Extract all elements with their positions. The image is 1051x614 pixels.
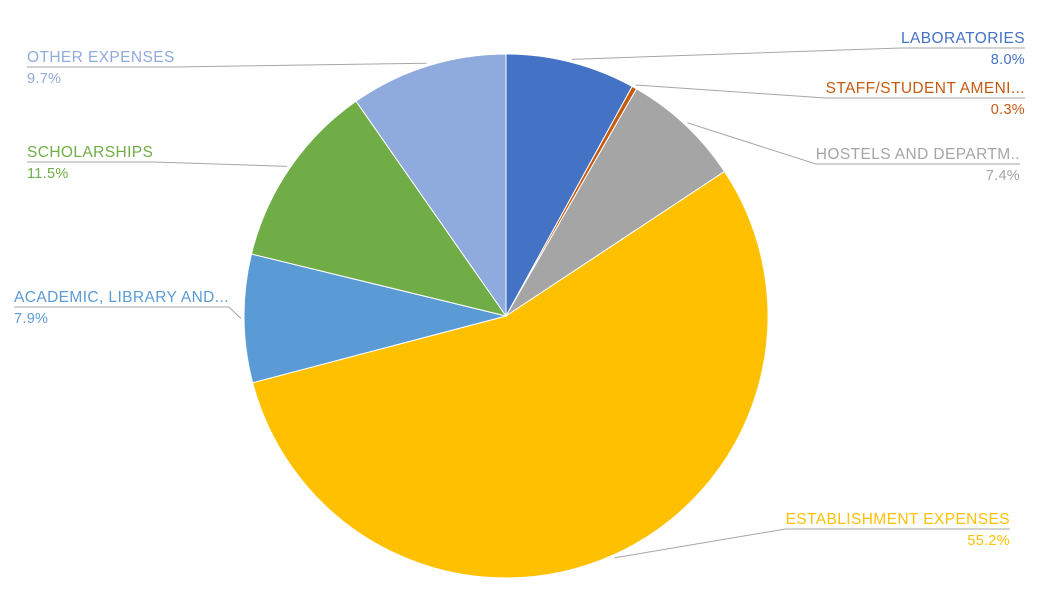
- slice-percent: 0.3%: [991, 102, 1025, 118]
- pie-slice-hostels-and-departm[interactable]: [505, 88, 726, 317]
- slice-percent: 9.7%: [27, 71, 61, 87]
- slice-label: ACADEMIC, LIBRARY AND...: [14, 289, 229, 306]
- leader-line: [635, 84, 1025, 99]
- pie-slice-establishment-expenses[interactable]: [252, 170, 769, 579]
- label-group-academic-library-and: ACADEMIC, LIBRARY AND... 7.9%: [14, 289, 242, 327]
- slice-label: SCHOLARSHIPS: [27, 144, 153, 161]
- label-group-other-expenses: OTHER EXPENSES 9.7%: [27, 49, 427, 87]
- pie-slice-other-expenses[interactable]: [355, 53, 507, 318]
- leader-line: [27, 161, 288, 167]
- slice-percent: 7.9%: [14, 311, 48, 327]
- pie-slice-scholarships[interactable]: [250, 100, 508, 317]
- slice-label: STAFF/STUDENT AMENI...: [826, 80, 1025, 97]
- label-group-staff-student-ameni: STAFF/STUDENT AMENI... 0.3%: [635, 80, 1025, 118]
- leader-line: [27, 62, 427, 68]
- slice-label: LABORATORIES: [901, 30, 1025, 47]
- label-group-laboratories: LABORATORIES 8.0%: [571, 30, 1025, 68]
- label-group-establishment-expenses: ESTABLISHMENT EXPENSES 55.2%: [614, 511, 1010, 559]
- leader-line: [614, 528, 1010, 559]
- leader-line: [14, 306, 242, 319]
- slice-label: HOSTELS AND DEPARTM..: [816, 146, 1020, 163]
- label-group-scholarships: SCHOLARSHIPS 11.5%: [27, 144, 288, 182]
- label-group-hostels-and-departm: HOSTELS AND DEPARTM.. 7.4%: [687, 122, 1020, 184]
- slice-percent: 7.4%: [986, 168, 1020, 184]
- slice-percent: 11.5%: [27, 166, 69, 182]
- slice-percent: 55.2%: [967, 533, 1010, 549]
- slice-percent: 8.0%: [991, 52, 1025, 68]
- pie-slice-academic-library-and[interactable]: [243, 253, 507, 384]
- slice-label: ESTABLISHMENT EXPENSES: [786, 511, 1010, 528]
- slice-label: OTHER EXPENSES: [27, 49, 175, 66]
- leader-line: [687, 122, 1020, 165]
- leader-line: [571, 47, 1025, 60]
- pie-slice-laboratories[interactable]: [505, 53, 633, 317]
